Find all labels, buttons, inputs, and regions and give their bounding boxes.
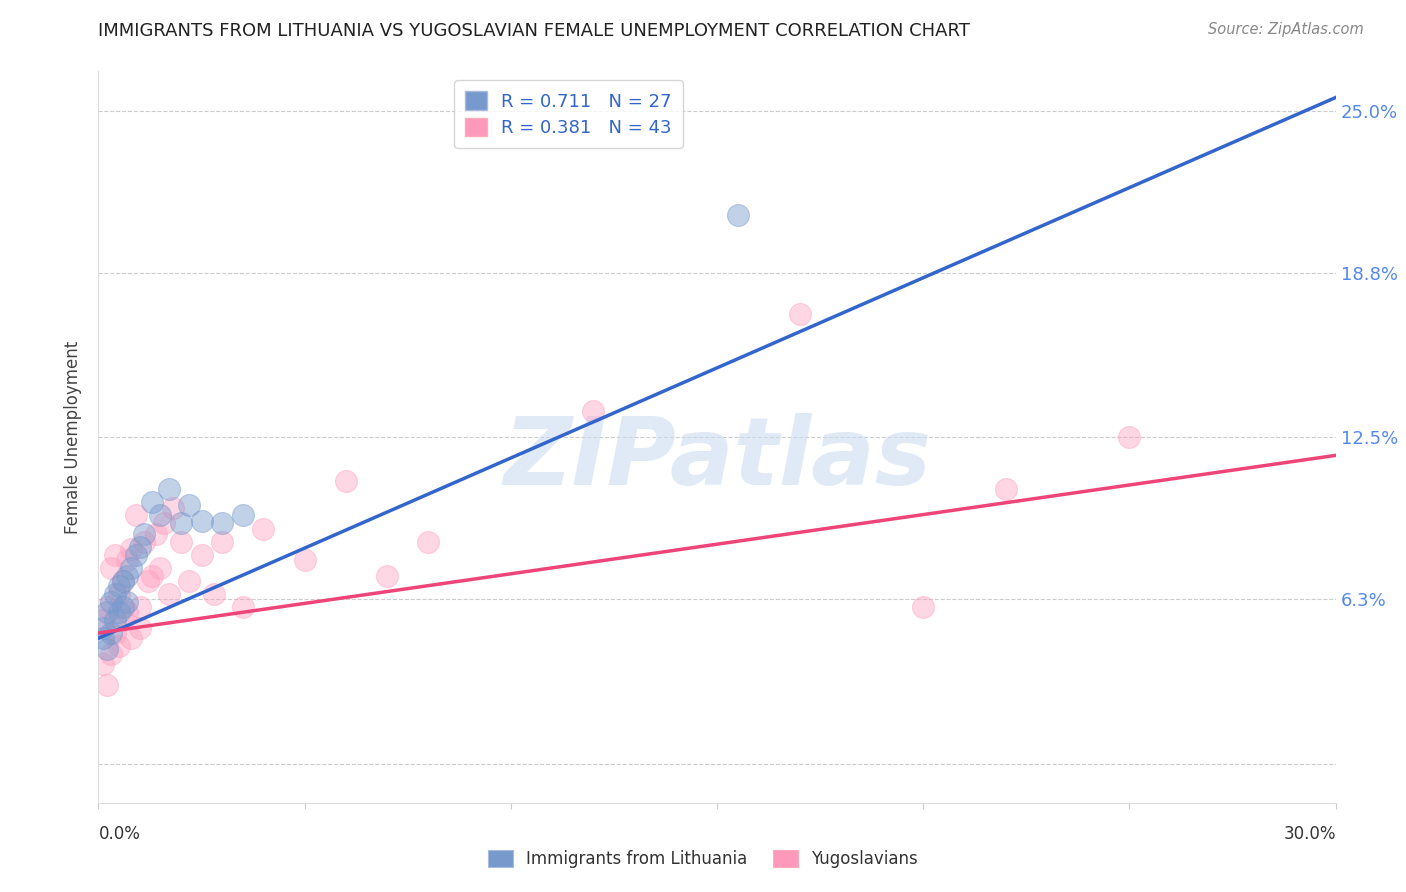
Point (91, 657, 114, 672)
Point (117, 553, 139, 567)
Point (128, 540, 150, 554)
Point (335, 475, 357, 489)
Point (294, 553, 316, 567)
Point (96, 678, 118, 692)
Point (91, 632, 114, 646)
Point (100, 647, 122, 661)
Point (112, 613, 135, 627)
Point (104, 587, 127, 601)
Point (789, 307, 811, 321)
Text: 30.0%: 30.0% (1284, 825, 1336, 843)
Point (124, 548, 146, 562)
Point (112, 574, 135, 588)
Text: 0.0%: 0.0% (98, 825, 141, 843)
Point (190, 514, 212, 528)
Point (153, 516, 176, 531)
Point (149, 508, 172, 523)
Point (112, 599, 135, 614)
Point (91, 613, 114, 627)
Point (136, 574, 159, 588)
Point (157, 587, 180, 601)
Point (108, 579, 131, 593)
Point (117, 594, 139, 608)
Legend: R = 0.711   N = 27, R = 0.381   N = 43: R = 0.711 N = 27, R = 0.381 N = 43 (454, 80, 683, 148)
Point (104, 548, 127, 562)
Point (145, 526, 167, 541)
Point (96, 641, 118, 656)
Point (170, 534, 193, 549)
Point (170, 516, 193, 531)
Point (157, 483, 180, 497)
Point (912, 599, 935, 614)
Point (162, 500, 184, 515)
Point (141, 568, 163, 582)
Y-axis label: Female Unemployment: Female Unemployment (65, 341, 83, 533)
Point (141, 495, 163, 509)
Point (108, 605, 131, 619)
Point (120, 560, 142, 574)
Point (120, 632, 142, 646)
Text: ZIPatlas: ZIPatlas (503, 413, 931, 505)
Point (727, 208, 749, 222)
Point (104, 626, 127, 640)
Point (232, 508, 254, 523)
Point (108, 639, 131, 653)
Point (108, 587, 131, 601)
Point (418, 534, 440, 549)
Point (128, 621, 150, 635)
Point (582, 404, 605, 418)
Point (179, 498, 201, 512)
Point (132, 526, 155, 541)
Point (100, 560, 122, 574)
Point (112, 574, 135, 588)
Point (252, 521, 274, 535)
Point (190, 548, 212, 562)
Point (117, 568, 139, 582)
Legend: Immigrants from Lithuania, Yugoslavians: Immigrants from Lithuania, Yugoslavians (481, 843, 925, 875)
Point (232, 599, 254, 614)
Point (128, 599, 150, 614)
Point (1118, 430, 1140, 444)
Point (375, 568, 398, 582)
Point (91, 621, 114, 635)
Point (149, 560, 172, 574)
Point (96, 605, 118, 619)
Point (132, 534, 155, 549)
Point (124, 508, 146, 523)
Point (100, 594, 122, 608)
Point (211, 534, 233, 549)
Point (211, 516, 233, 531)
Point (100, 626, 122, 640)
Point (117, 605, 139, 619)
Point (104, 613, 127, 627)
Point (96, 599, 118, 614)
Point (994, 483, 1017, 497)
Text: Source: ZipAtlas.com: Source: ZipAtlas.com (1208, 22, 1364, 37)
Point (202, 587, 225, 601)
Point (120, 542, 142, 557)
Text: IMMIGRANTS FROM LITHUANIA VS YUGOSLAVIAN FEMALE UNEMPLOYMENT CORRELATION CHART: IMMIGRANTS FROM LITHUANIA VS YUGOSLAVIAN… (98, 22, 970, 40)
Point (179, 574, 201, 588)
